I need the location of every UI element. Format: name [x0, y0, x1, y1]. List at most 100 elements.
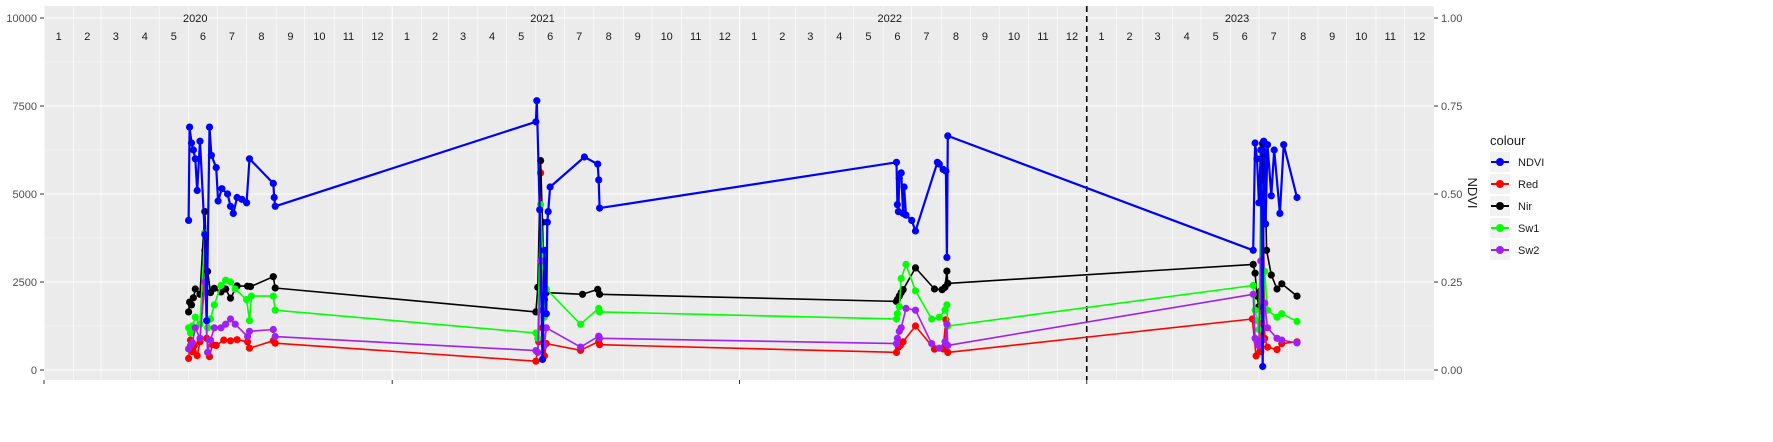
month-label: 11	[690, 31, 701, 43]
data-point-sw1	[895, 303, 903, 311]
month-label: 10	[1355, 31, 1367, 43]
data-point-red	[220, 336, 228, 344]
legend-item-ndvi: NDVI	[1490, 152, 1544, 172]
data-point-nir	[1293, 292, 1301, 300]
data-point-sw2	[534, 348, 542, 356]
right-tick-label: 1.00	[1441, 13, 1462, 25]
data-point-red	[899, 338, 907, 346]
data-point-ndvi	[911, 227, 920, 235]
month-label: 5	[518, 31, 524, 43]
data-point-nir	[269, 273, 277, 281]
left-tick-label: 2500	[13, 277, 37, 289]
data-point-sw2	[944, 341, 952, 349]
data-point-nir	[1249, 260, 1257, 268]
data-point-sw2	[1263, 324, 1272, 332]
month-label: 1	[404, 31, 410, 43]
data-point-sw2	[206, 336, 215, 344]
bottom-axis	[43, 380, 1088, 384]
data-point-sw2	[271, 333, 279, 341]
data-point-red	[944, 348, 952, 356]
legend-item-nir: Nir	[1490, 196, 1532, 216]
left-tick-label: 5000	[13, 189, 37, 201]
data-point-ndvi	[1251, 139, 1259, 147]
data-point-ndvi	[596, 204, 604, 212]
data-point-red	[233, 336, 241, 344]
data-point-ndvi	[1270, 146, 1278, 154]
data-point-nir	[1267, 271, 1275, 279]
data-point-ndvi	[214, 197, 222, 205]
data-point-ndvi	[533, 97, 541, 105]
data-point-ndvi	[942, 167, 950, 175]
data-point-nir	[596, 290, 604, 298]
data-point-sw2	[596, 334, 604, 342]
data-point-red	[1252, 352, 1260, 360]
legend-label: Red	[1518, 179, 1538, 191]
month-label: 12	[371, 31, 383, 43]
month-label: 12	[719, 31, 731, 43]
month-label: 7	[1271, 31, 1277, 43]
data-point-sw2	[1255, 341, 1263, 349]
legend-label: Nir	[1518, 201, 1532, 213]
year-label: 2022	[878, 13, 902, 25]
data-point-ndvi	[1253, 155, 1261, 163]
data-point-sw1	[902, 260, 910, 268]
data-point-nir	[1273, 285, 1281, 293]
data-point-ndvi	[543, 218, 551, 226]
data-point-ndvi	[1293, 193, 1301, 202]
data-point-nir	[943, 267, 951, 275]
data-point-sw1	[893, 310, 902, 318]
data-point-sw2	[897, 324, 905, 332]
data-point-sw1	[892, 315, 901, 323]
month-label: 1	[751, 31, 757, 43]
month-label: 5	[1213, 31, 1219, 43]
data-point-ndvi	[271, 202, 279, 210]
data-point-ndvi	[226, 202, 235, 210]
legend-key-point	[1496, 224, 1504, 232]
data-point-ndvi	[1276, 209, 1284, 217]
month-label: 9	[635, 31, 641, 43]
data-point-ndvi	[594, 160, 602, 168]
month-label: 4	[489, 31, 495, 43]
month-label: 7	[923, 31, 929, 43]
data-point-sw1	[577, 320, 585, 328]
right-tick-label: 0.00	[1441, 365, 1462, 377]
legend-item-sw2: Sw2	[1490, 240, 1539, 260]
data-point-red	[271, 339, 279, 347]
month-label: 1	[1098, 31, 1104, 43]
data-point-sw1	[226, 278, 235, 286]
data-point-ndvi	[546, 183, 554, 191]
data-point-sw1	[217, 281, 225, 290]
data-point-sw2	[196, 334, 204, 342]
data-point-sw2	[902, 304, 910, 312]
legend-title: colour	[1490, 133, 1526, 148]
month-label: 2	[1126, 31, 1132, 43]
data-point-ndvi	[536, 206, 544, 214]
left-tick-label: 0	[31, 365, 37, 377]
year-label: 2023	[1225, 13, 1249, 25]
data-point-ndvi	[207, 151, 215, 159]
data-point-sw1	[1293, 317, 1301, 325]
data-point-sw1	[191, 313, 199, 321]
legend-key-point	[1496, 180, 1504, 188]
month-label: 10	[1008, 31, 1020, 43]
data-point-ndvi	[269, 179, 277, 187]
right-axis-title: NDVI	[1465, 177, 1480, 208]
data-point-ndvi	[189, 146, 197, 154]
data-point-sw2	[1278, 336, 1286, 344]
right-tick-label: 0.25	[1441, 277, 1462, 289]
data-point-red	[532, 357, 540, 365]
data-point-sw2	[231, 320, 239, 328]
data-point-ndvi	[186, 123, 194, 131]
data-point-nir	[246, 283, 255, 291]
data-point-ndvi	[191, 155, 199, 163]
data-point-ndvi	[944, 132, 952, 140]
year-label: 2020	[183, 13, 207, 25]
data-point-red	[245, 344, 254, 352]
grid	[43, 6, 1434, 380]
month-label: 7	[576, 31, 582, 43]
data-point-red	[185, 354, 193, 362]
data-point-red	[1263, 343, 1272, 351]
data-point-sw1	[210, 301, 218, 309]
